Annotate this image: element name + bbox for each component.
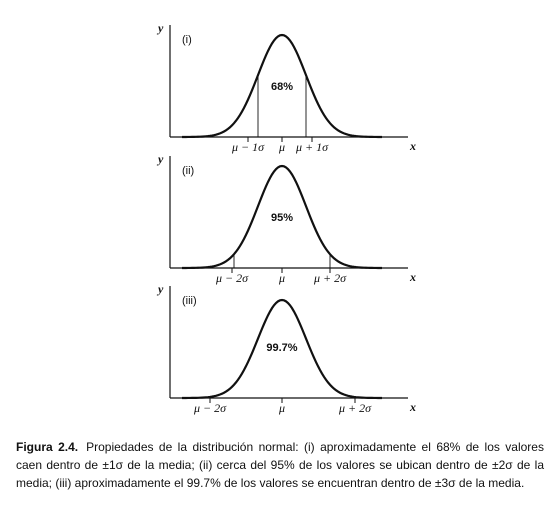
panel-tag: (ii): [182, 165, 194, 177]
figure: y x (i) 68% μ − 1σ μ μ + 1σ y x (ii) 95% μ − 2σ μ μ +…: [156, 21, 416, 415]
caption-text: Propiedades de la distribución normal: (…: [16, 440, 544, 490]
y-axis-label: y: [156, 282, 164, 296]
normal-curve: [182, 33, 382, 139]
caption: Figura 2.4. Propiedades de la distribució…: [16, 438, 544, 492]
tick-label: μ: [278, 271, 285, 285]
tick-label: μ − 1σ: [231, 140, 265, 154]
x-axis-label: x: [409, 270, 416, 284]
percent-label: 99.7%: [266, 342, 297, 354]
tick-label: μ + 2σ: [338, 401, 372, 415]
x-axis-label: x: [409, 400, 416, 414]
normal-curve: [182, 298, 382, 400]
normal-curve: [182, 164, 382, 270]
percent-label: 95%: [271, 212, 293, 224]
tick-label: μ: [278, 140, 285, 154]
panel-tag: (i): [182, 34, 192, 46]
panel-tag: (iii): [182, 295, 197, 307]
caption-label: Figura 2.4.: [16, 440, 79, 454]
tick-label: μ − 2σ: [215, 271, 249, 285]
tick-label: μ + 1σ: [295, 140, 329, 154]
x-axis-label: x: [409, 139, 416, 153]
percent-label: 68%: [271, 81, 293, 93]
y-axis-label: y: [156, 21, 164, 35]
tick-label: μ: [278, 401, 285, 415]
tick-label: μ − 2σ: [193, 401, 227, 415]
tick-label: μ + 2σ: [313, 271, 347, 285]
y-axis-label: y: [156, 152, 164, 166]
